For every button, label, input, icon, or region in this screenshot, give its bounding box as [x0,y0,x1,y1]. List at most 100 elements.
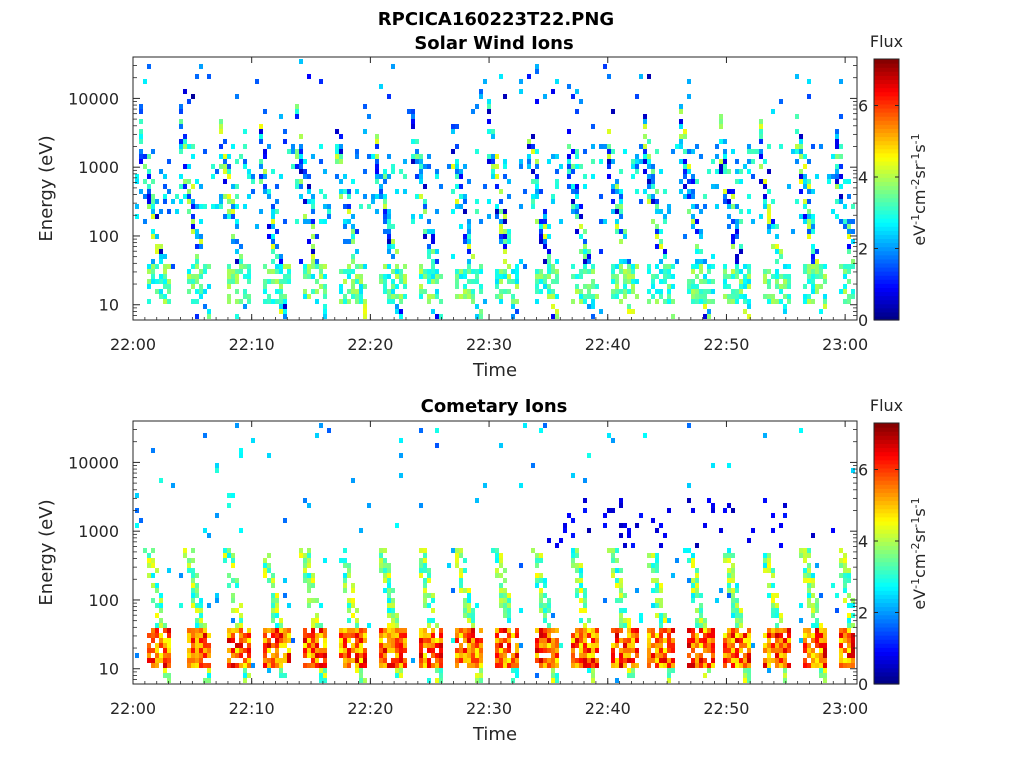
heatmap-cell [307,643,311,648]
heatmap-cell [267,194,271,199]
heatmap-cell [151,269,155,274]
heatmap-cell [323,678,327,683]
heatmap-cell [435,678,439,683]
heatmap-cell [495,274,499,279]
heatmap-cell [647,553,651,558]
colorbar-segment [874,177,899,182]
heatmap-cell [739,284,743,289]
heatmap-cell [819,663,823,668]
heatmap-cell [551,638,555,643]
heatmap-cell [843,638,847,643]
heatmap-cell [319,264,323,269]
heatmap-cell [667,269,671,274]
heatmap-cell [379,633,383,638]
heatmap-cell [499,643,503,648]
heatmap-cell [579,653,583,658]
colorbar-segment [874,209,899,215]
heatmap-cell [743,309,747,314]
heatmap-cell [727,199,731,204]
heatmap-cell [199,598,203,603]
heatmap-cell [763,568,767,573]
heatmap-cell [655,643,659,648]
heatmap-cell [543,94,547,99]
heatmap-cell [399,653,403,658]
heatmap-cell [383,274,387,279]
heatmap-cell [199,608,203,613]
heatmap-cell [431,239,435,244]
heatmap-cell [455,144,459,149]
heatmap-cell [387,289,391,294]
heatmap-cell [651,518,655,523]
heatmap-cell [743,274,747,279]
heatmap-cell [647,194,651,199]
heatmap-cell [627,673,631,678]
heatmap-cell [767,643,771,648]
heatmap-cell [227,553,231,558]
heatmap-cell [167,653,171,658]
heatmap-cell [275,653,279,658]
heatmap-cell [619,608,623,613]
heatmap-cell [619,533,623,538]
heatmap-cell [319,603,323,608]
heatmap-cell [535,553,539,558]
heatmap-cell [607,548,611,553]
heatmap-cell [499,563,503,568]
heatmap-cell [619,239,623,244]
heatmap-cell [279,254,283,259]
heatmap-cell [843,284,847,289]
heatmap-cell [351,279,355,284]
heatmap-cell [695,663,699,668]
heatmap-cell [695,573,699,578]
heatmap-cell [191,633,195,638]
heatmap-cell [419,663,423,668]
colorbar-segment [874,71,899,76]
heatmap-cell [379,274,383,279]
heatmap-cell [191,224,195,229]
heatmap-cell [347,209,351,214]
heatmap-cell [659,209,663,214]
heatmap-cell [643,169,647,174]
heatmap-cell [431,279,435,284]
heatmap-cell [395,249,399,254]
heatmap-cell [587,658,591,663]
heatmap-cell [267,269,271,274]
heatmap-cell [699,658,703,663]
heatmap-cell [531,204,535,209]
heatmap-cell [711,184,715,189]
heatmap-cell [623,653,627,658]
heatmap-cell [579,578,583,583]
heatmap-cell [239,618,243,623]
heatmap-cell [323,264,327,269]
heatmap-cell [475,658,479,663]
heatmap-cell [647,174,651,179]
heatmap-cell [239,643,243,648]
heatmap-cell [199,618,203,623]
heatmap-cell [455,553,459,558]
heatmap-cell [647,159,651,164]
heatmap-cell [235,608,239,613]
heatmap-cell [239,259,243,264]
heatmap-cell [615,638,619,643]
heatmap-cell [159,638,163,643]
heatmap-cell [427,279,431,284]
heatmap-cell [379,189,383,194]
heatmap-cell [735,224,739,229]
heatmap-cell [215,598,219,603]
heatmap-cell [767,638,771,643]
heatmap-cell [347,608,351,613]
colorbar-segment [874,132,899,138]
heatmap-cell [751,149,755,154]
colorbar-segment [874,136,899,142]
heatmap-cell [787,184,791,189]
heatmap-cell [499,299,503,304]
heatmap-cell [551,673,555,678]
heatmap-cell [347,658,351,663]
heatmap-cell [211,204,215,209]
heatmap-cell [387,174,391,179]
heatmap-cell [687,483,691,488]
heatmap-cell [303,214,307,219]
heatmap-cell [815,643,819,648]
heatmap-cell [835,144,839,149]
heatmap-cell [463,648,467,653]
